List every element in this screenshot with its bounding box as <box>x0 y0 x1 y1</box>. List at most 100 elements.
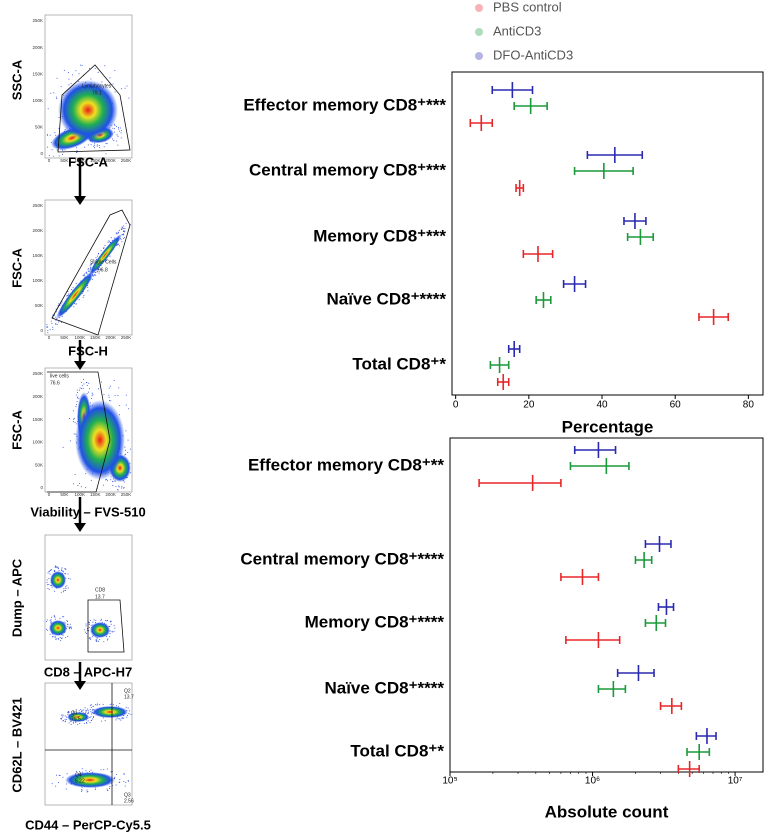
event-dot <box>110 400 112 402</box>
event-dot <box>119 405 121 407</box>
event-dot <box>89 388 91 390</box>
event-dot <box>124 454 126 456</box>
event-dot <box>54 637 56 639</box>
event-dot <box>114 394 116 396</box>
event-dot <box>106 480 108 482</box>
event-dot <box>76 423 78 425</box>
event-dot <box>56 566 58 568</box>
event-dot <box>66 773 68 775</box>
event-dot <box>51 323 53 325</box>
event-dot <box>69 623 71 625</box>
event-dot <box>81 385 83 387</box>
flow-tick: 150K <box>90 335 101 340</box>
event-dot <box>65 573 67 575</box>
event-dot <box>49 329 51 331</box>
event-dot <box>105 619 107 621</box>
category-label: Total CD8⁺* <box>352 354 446 373</box>
event-dot <box>123 481 125 483</box>
x-tick-label: 0 <box>453 400 459 411</box>
event-dot <box>95 637 97 639</box>
event-dot <box>114 128 116 130</box>
event-dot <box>63 591 65 593</box>
event-dot <box>125 223 127 225</box>
event-dot <box>70 626 72 628</box>
flow-tick: 50K <box>60 492 68 497</box>
event-dot <box>78 710 80 712</box>
event-dot <box>106 639 108 641</box>
event-dot <box>83 629 85 631</box>
event-dot <box>116 489 118 491</box>
event-dot <box>92 621 94 623</box>
event-dot <box>107 638 109 640</box>
event-dot <box>90 716 92 718</box>
event-dot <box>108 241 110 243</box>
event-dot <box>109 633 111 635</box>
event-dot <box>106 768 108 770</box>
category-label: Naïve CD8⁺**** <box>326 289 446 308</box>
event-dot <box>75 282 77 284</box>
event-dot <box>109 625 111 627</box>
event-dot <box>60 591 62 593</box>
event-dot <box>87 712 89 714</box>
event-dot <box>114 480 116 482</box>
event-dot <box>62 446 64 448</box>
event-dot <box>55 565 57 567</box>
flow-x-label: CD44 – PerCP-Cy5.5 <box>25 817 151 832</box>
event-dot <box>102 484 104 486</box>
legend-label: DFO-AntiCD3 <box>493 47 573 62</box>
event-dot <box>61 567 63 569</box>
event-dot <box>52 636 54 638</box>
event-dot <box>124 87 126 89</box>
density-blob <box>92 706 128 718</box>
event-dot <box>116 134 118 136</box>
event-dot <box>85 711 87 713</box>
event-dot <box>78 299 80 301</box>
event-dot <box>51 783 53 785</box>
arrow-head <box>74 681 86 690</box>
event-dot <box>89 709 91 711</box>
event-dot <box>77 723 79 725</box>
event-dot <box>58 155 60 157</box>
flow-tick: 50K <box>60 158 68 163</box>
event-dot <box>53 615 55 617</box>
event-dot <box>98 640 100 642</box>
event-dot <box>123 227 125 229</box>
event-dot <box>107 241 109 243</box>
flow-tick: 150K <box>32 71 43 76</box>
event-dot <box>47 587 49 589</box>
event-dot <box>121 241 123 243</box>
event-dot <box>113 131 115 133</box>
event-dot <box>104 720 106 722</box>
event-dot <box>54 635 56 637</box>
flow-tick: 250K <box>121 335 132 340</box>
event-dot <box>62 616 64 618</box>
event-dot <box>68 78 70 80</box>
event-dot <box>90 144 92 146</box>
category-label: Central memory CD8⁺**** <box>240 549 444 568</box>
category-label: Effector memory CD8⁺*** <box>243 95 446 114</box>
flow-plot <box>44 534 133 661</box>
event-dot <box>96 640 98 642</box>
event-dot <box>50 619 52 621</box>
flow-tick: 200K <box>32 228 43 233</box>
event-dot <box>123 225 125 227</box>
event-dot <box>91 278 93 280</box>
event-dot <box>67 587 69 589</box>
event-dot <box>83 723 85 725</box>
event-dot <box>114 70 116 72</box>
event-dot <box>66 783 68 785</box>
event-dot <box>81 768 83 770</box>
event-dot <box>51 616 53 618</box>
event-dot <box>89 619 91 621</box>
event-dot <box>119 778 121 780</box>
event-dot <box>88 622 90 624</box>
event-dot <box>75 303 77 305</box>
event-dot <box>67 635 69 637</box>
gate-label: 2.56 <box>124 798 134 804</box>
event-dot <box>60 86 62 88</box>
event-dot <box>49 633 51 635</box>
flow-tick: 250K <box>121 492 132 497</box>
event-dot <box>54 566 56 568</box>
event-dot <box>85 631 87 633</box>
event-dot <box>109 704 111 706</box>
